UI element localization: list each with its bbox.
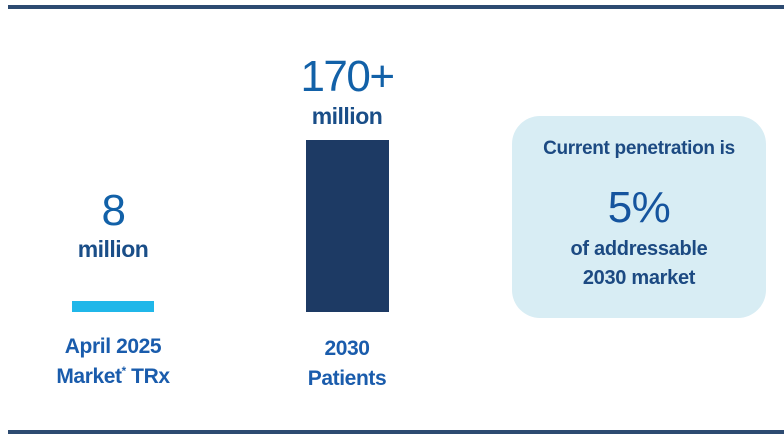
- callout-line2: of addressable: [570, 238, 708, 260]
- callout-line3: 2030 market: [582, 267, 696, 289]
- callout-percentage: 5%: [607, 183, 671, 232]
- bar2-unit: million: [311, 103, 383, 129]
- top-divider: [8, 5, 784, 9]
- penetration-callout: Current penetration is 5% of addressable…: [512, 116, 766, 318]
- bottom-divider: [8, 430, 784, 434]
- bar1-label-word2: TRx: [125, 365, 170, 388]
- bar2-value: 170+: [300, 52, 395, 101]
- bar1-unit: million: [77, 236, 149, 262]
- callout-line1: Current penetration is: [543, 138, 735, 159]
- bar2-patients-bar: [306, 140, 389, 312]
- bar1-value: 8: [101, 186, 126, 235]
- footnote-asterisk: *: [121, 366, 127, 378]
- bar1-label-line2: Market* TRx: [13, 366, 213, 387]
- bar2-label-line2: Patients: [247, 368, 447, 389]
- bar1-trx-bar: [72, 301, 154, 312]
- bar1-label-line1: April 2025: [64, 335, 162, 358]
- bar2-label-word: Patients: [307, 367, 387, 390]
- bar2-label-line1: 2030: [324, 337, 370, 360]
- bar1-label-word: Market: [56, 365, 122, 388]
